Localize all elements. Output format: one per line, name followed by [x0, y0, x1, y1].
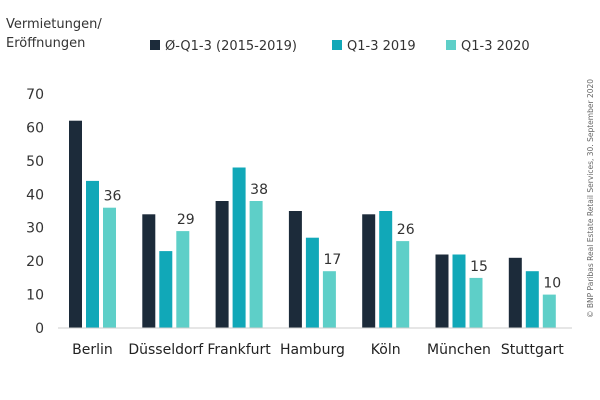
bar [379, 211, 393, 328]
data-label: 36 [104, 189, 122, 205]
data-label: 38 [250, 182, 268, 198]
legend-label: Ø-Q1-3 (2015-2019) [165, 39, 297, 54]
y-tick-label: 10 [26, 288, 44, 304]
bar [452, 254, 466, 328]
legend-label: Q1-3 2019 [347, 39, 416, 54]
y-axis-title-line-2: Eröffnungen [6, 36, 85, 51]
bar [396, 241, 410, 328]
bar [525, 271, 539, 328]
bar [176, 231, 190, 328]
y-axis: 0 10 20 30 40 50 60 70 [26, 87, 44, 337]
legend-label: Q1-3 2020 [461, 39, 530, 54]
data-label: 15 [470, 259, 488, 275]
bar [305, 237, 319, 328]
y-tick-label: 0 [35, 321, 44, 337]
y-tick-label: 40 [26, 187, 44, 203]
y-tick-label: 50 [26, 154, 44, 170]
data-labels: 36 29 38 17 26 15 10 [104, 182, 562, 292]
y-tick-label: 30 [26, 221, 44, 237]
bar [508, 257, 522, 328]
y-tick-label: 70 [26, 87, 44, 103]
legend-swatch [446, 40, 456, 50]
bar [469, 277, 483, 328]
legend: Ø-Q1-3 (2015-2019) Q1-3 2019 Q1-3 2020 [150, 39, 530, 54]
legend-swatch [332, 40, 342, 50]
bar [362, 214, 376, 328]
bar [435, 254, 449, 328]
bar [249, 201, 263, 328]
x-axis: Berlin Düsseldorf Frankfurt Hamburg Köln Münc… [72, 342, 564, 358]
bar [232, 167, 246, 328]
bar [69, 120, 82, 328]
x-tick-label: München [427, 342, 491, 358]
data-label: 10 [543, 276, 561, 292]
y-tick-label: 60 [26, 120, 44, 136]
bar [215, 201, 229, 328]
bar [103, 207, 116, 328]
x-tick-label: Stuttgart [501, 342, 564, 358]
data-label: 17 [323, 252, 341, 268]
data-label: 29 [177, 212, 195, 228]
y-axis-title-line-1: Vermietungen/ [6, 17, 102, 32]
bar [142, 214, 156, 328]
x-tick-label: Frankfurt [207, 342, 271, 358]
source-note: © BNP Paribas Real Estate Retail Service… [586, 79, 595, 318]
bar [288, 211, 302, 328]
y-tick-label: 20 [26, 254, 44, 270]
legend-swatch [150, 40, 160, 50]
y-axis-title: Vermietungen/ Eröffnungen [6, 17, 102, 51]
bar [322, 271, 336, 328]
bar [86, 180, 99, 328]
x-tick-label: Düsseldorf [128, 342, 204, 358]
x-tick-label: Hamburg [280, 342, 345, 358]
bar [159, 251, 173, 328]
bars [69, 120, 556, 328]
x-tick-label: Berlin [72, 342, 113, 358]
bar [542, 294, 556, 328]
x-tick-label: Köln [371, 342, 401, 358]
data-label: 26 [397, 222, 415, 238]
